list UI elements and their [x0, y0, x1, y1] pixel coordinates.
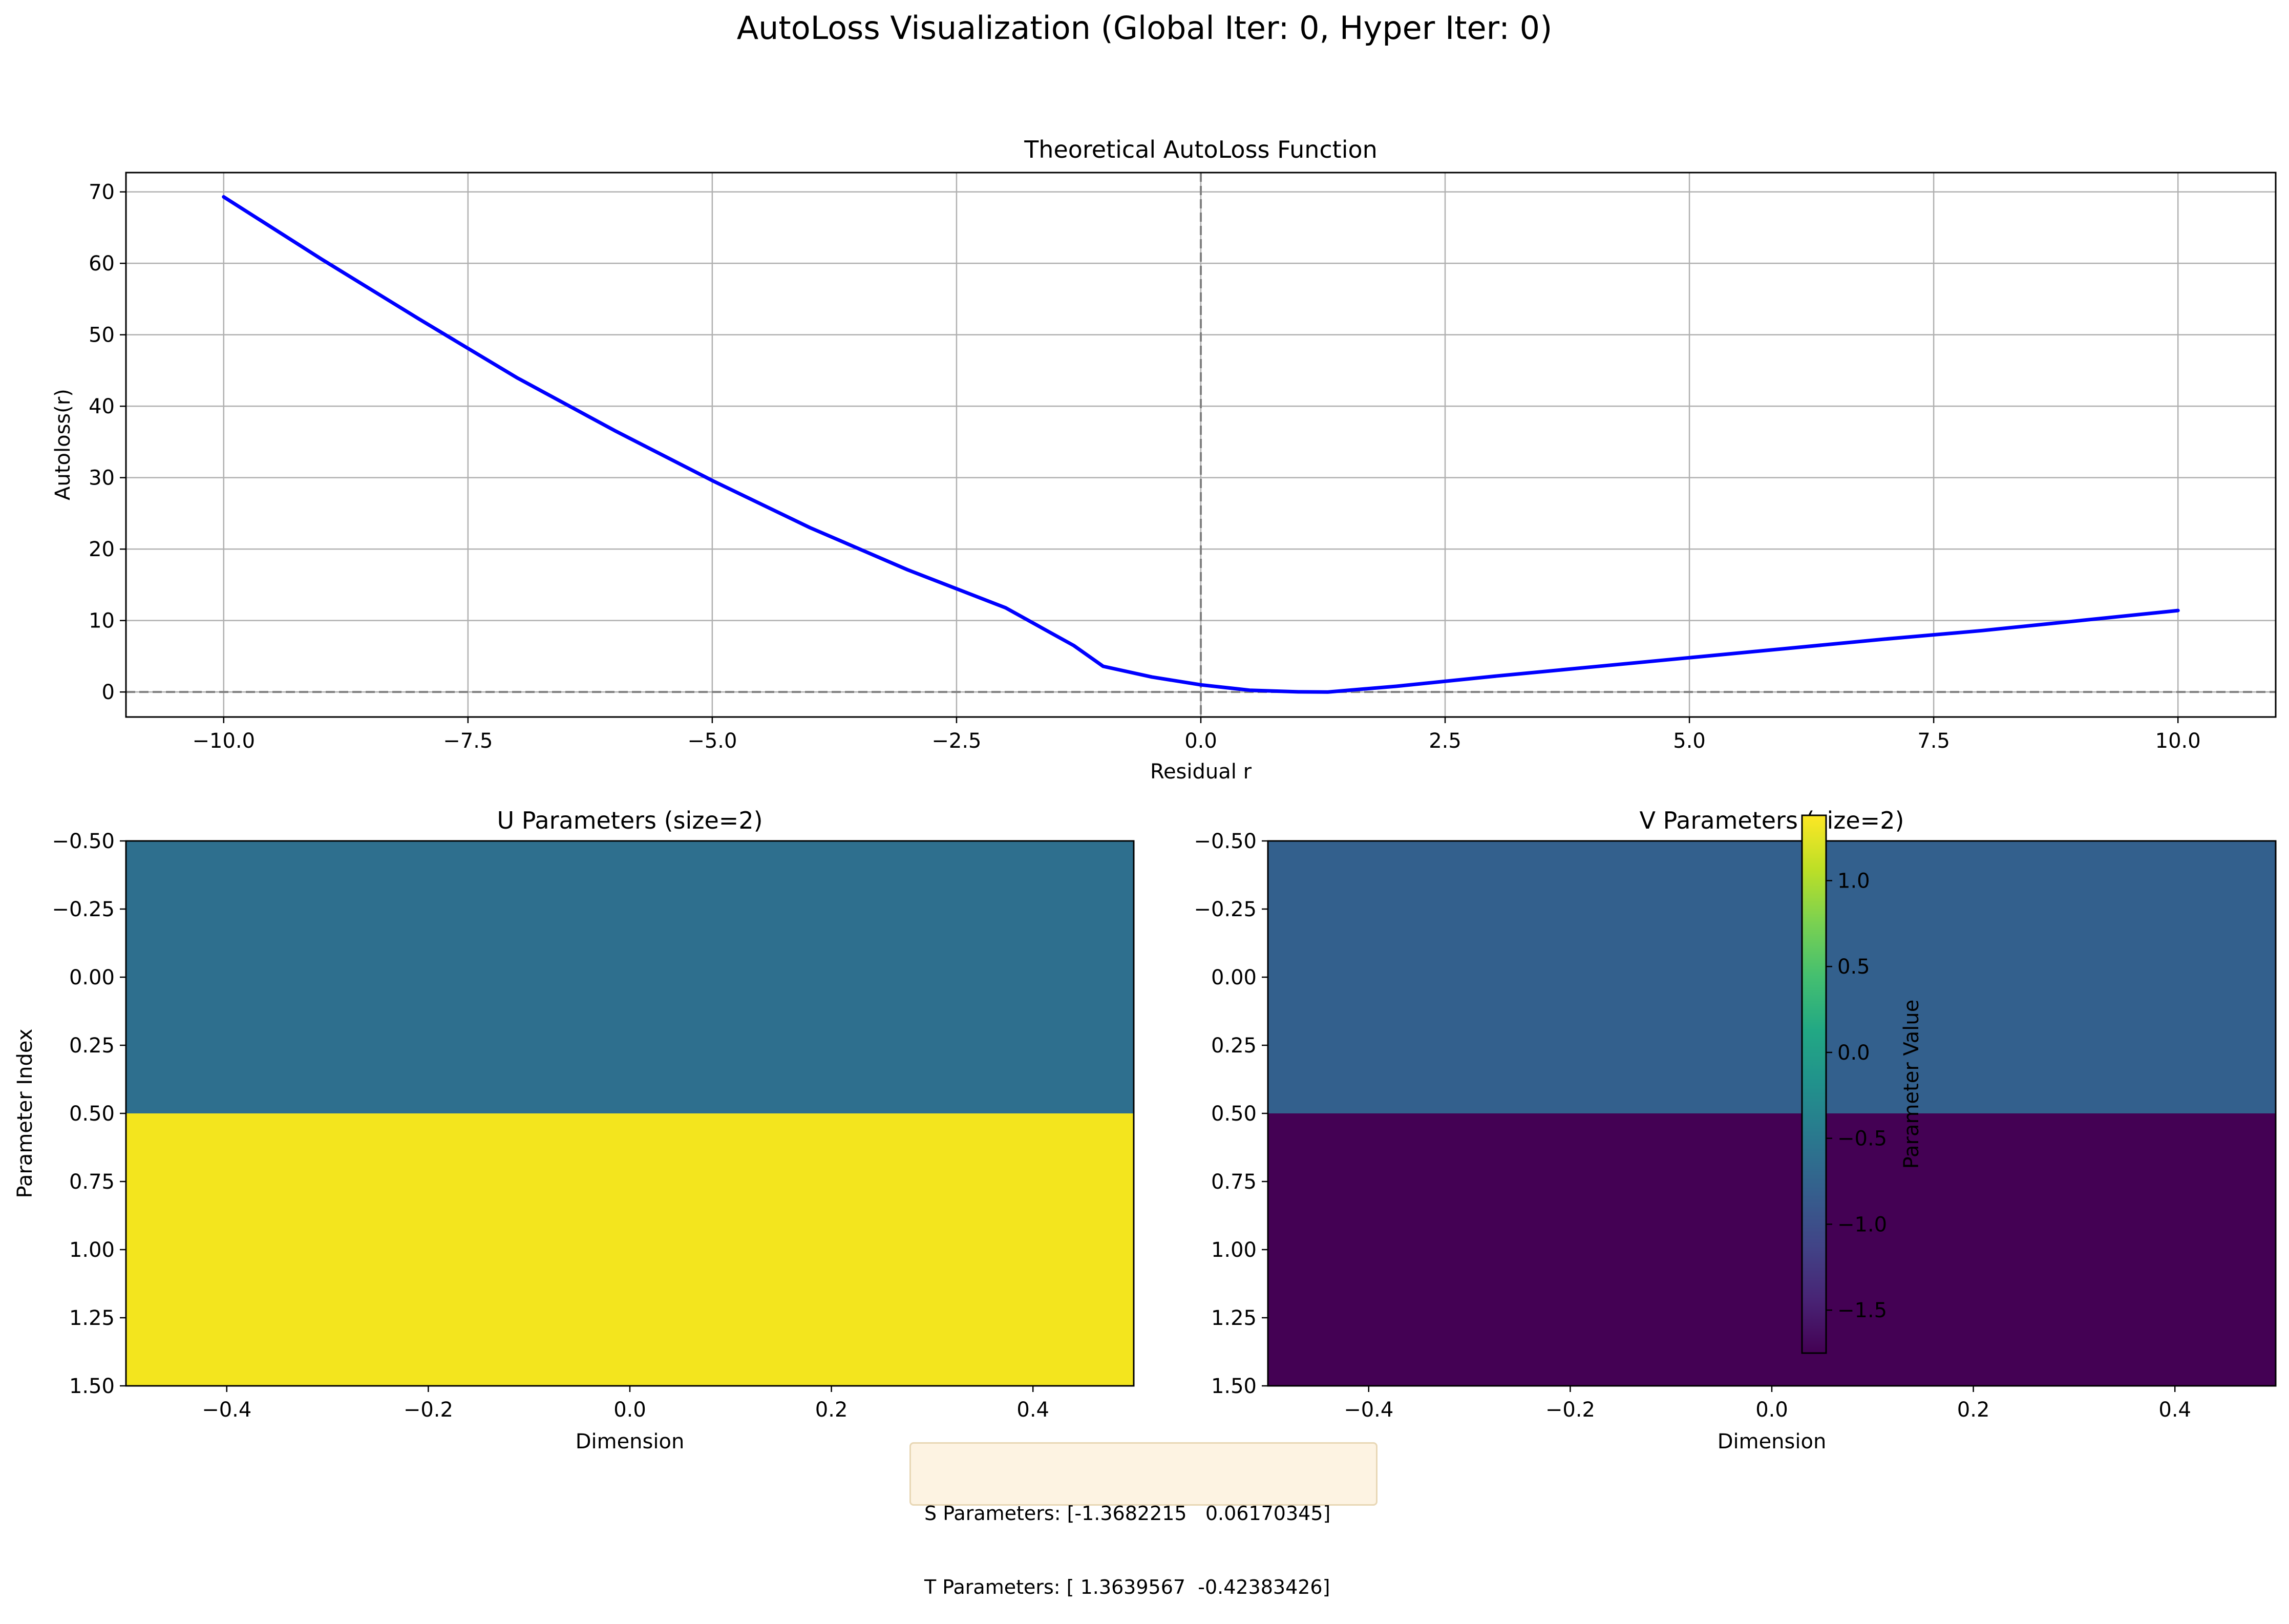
v-heatmap-y-tick-label: −0.50 [1194, 830, 1257, 853]
colorbar-tick-label: −0.5 [1837, 1127, 1887, 1151]
u-heatmap-cell-row-1 [126, 1113, 1134, 1386]
parameters-textbox: S Parameters: [-1.3682215 0.06170345] T … [909, 1442, 1377, 1598]
v-heatmap-cell-row-0 [1268, 841, 2276, 1113]
colorbar-tick-label: 0.5 [1837, 955, 1870, 979]
v-heatmap-y-tick-label: 1.25 [1211, 1306, 1257, 1330]
autoloss-line-chart: −10.0 −7.5 −5.0 −2.5 0.0 2.5 5.0 7.5 10.0 0 10 20 3… [51, 136, 2277, 784]
colorbar-ticks: −1.5 −1.0 −0.5 0.0 0.5 1.0 [1826, 869, 1887, 1322]
line-x-tick-label: 0.0 [1184, 729, 1217, 753]
line-x-tick-label: 7.5 [1917, 729, 1950, 753]
colorbar-tick-label: −1.0 [1837, 1213, 1887, 1236]
u-heatmap-y-tick-label: 1.00 [69, 1238, 115, 1262]
line-x-tick-label: 2.5 [1429, 729, 1461, 753]
v-heatmap-cell-row-1 [1268, 1113, 2276, 1386]
colorbar-tick-label: −1.5 [1837, 1299, 1887, 1322]
line-chart-series [222, 195, 2180, 694]
u-heatmap-title: U Parameters (size=2) [497, 807, 762, 834]
u-heatmap-x-tick-label: −0.4 [202, 1398, 251, 1422]
line-x-tick-label: −7.5 [443, 729, 493, 753]
line-y-tick-label: 20 [89, 538, 115, 561]
line-chart-x-label: Residual r [1150, 760, 1252, 784]
u-heatmap-y-tick-label: −0.50 [52, 830, 115, 853]
line-y-tick-label: 40 [89, 395, 115, 418]
v-heatmap-y-tick-label: 0.50 [1211, 1102, 1257, 1126]
v-heatmap-y-tick-label: 1.00 [1211, 1238, 1257, 1262]
line-x-tick-label: −2.5 [931, 729, 981, 753]
u-heatmap-y-tick-label: 0.25 [69, 1034, 115, 1058]
u-heatmap-x-tick-label: −0.2 [404, 1398, 453, 1422]
line-y-tick-label: 60 [89, 252, 115, 276]
colorbar-label: Parameter Value [1900, 1000, 1923, 1169]
v-heatmap-y-tick-label: 1.50 [1211, 1375, 1257, 1398]
line-x-tick-label: 5.0 [1673, 729, 1706, 753]
line-y-tick-label: 10 [89, 609, 115, 633]
autoloss-curve [222, 195, 2180, 694]
u-heatmap-x-ticks: −0.4 −0.2 0.0 0.2 0.4 [202, 1386, 1049, 1422]
line-y-tick-label: 30 [89, 467, 115, 490]
u-heatmap-y-tick-label: 1.50 [69, 1375, 115, 1398]
v-heatmap-title: V Parameters (size=2) [1640, 807, 1904, 834]
v-heatmap-y-ticks: −0.50 −0.25 0.00 0.25 0.50 0.75 1.00 1.25 1.50 [1194, 830, 1268, 1398]
line-x-tick-label: −5.0 [687, 729, 737, 753]
colorbar-tick-label: 1.0 [1837, 869, 1870, 893]
line-chart-x-ticks: −10.0 −7.5 −5.0 −2.5 0.0 2.5 5.0 7.5 10.0 [193, 717, 2201, 753]
u-heatmap-x-tick-label: 0.0 [613, 1398, 646, 1422]
v-heatmap-y-tick-label: 0.25 [1211, 1034, 1257, 1058]
line-x-tick-label: −10.0 [193, 729, 256, 753]
u-heatmap-y-tick-label: 1.25 [69, 1306, 115, 1330]
figure: AutoLoss Visualization (Global Iter: 0, … [13, 9, 2277, 1453]
line-y-tick-label: 50 [89, 324, 115, 347]
line-chart-y-ticks: 0 10 20 30 40 50 60 70 [89, 181, 126, 704]
line-y-tick-label: 0 [102, 681, 115, 704]
u-heatmap-x-tick-label: 0.4 [1016, 1398, 1049, 1422]
v-heatmap-y-tick-label: 0.75 [1211, 1170, 1257, 1194]
figure-title: AutoLoss Visualization (Global Iter: 0, … [737, 9, 1553, 47]
u-heatmap-y-tick-label: 0.00 [69, 966, 115, 989]
colorbar: −1.5 −1.0 −0.5 0.0 0.5 1.0 Parameter Value [1801, 814, 1923, 1354]
v-heatmap-x-label: Dimension [1718, 1430, 1827, 1453]
u-parameters-heatmap: −0.4 −0.2 0.0 0.2 0.4 −0.50 −0.25 0.00 0.25 0.50… [13, 807, 1135, 1453]
u-heatmap-x-tick-label: 0.2 [815, 1398, 848, 1422]
line-chart-reference-lines [126, 173, 2276, 717]
v-heatmap-x-tick-label: −0.4 [1344, 1398, 1393, 1422]
v-heatmap-y-tick-label: −0.25 [1194, 898, 1257, 921]
v-heatmap-y-tick-label: 0.00 [1211, 966, 1257, 989]
line-x-tick-label: 10.0 [2155, 729, 2201, 753]
u-heatmap-y-ticks: −0.50 −0.25 0.00 0.25 0.50 0.75 1.00 1.25 1.50 [52, 830, 126, 1398]
v-heatmap-x-tick-label: 0.2 [1957, 1398, 1990, 1422]
u-heatmap-y-label: Parameter Index [13, 1029, 37, 1198]
u-heatmap-y-tick-label: 0.50 [69, 1102, 115, 1126]
u-heatmap-cell-row-0 [126, 841, 1134, 1113]
line-y-tick-label: 70 [89, 181, 115, 204]
v-heatmap-x-tick-label: 0.0 [1755, 1398, 1788, 1422]
v-heatmap-x-tick-label: 0.4 [2158, 1398, 2191, 1422]
u-heatmap-cells [126, 841, 1134, 1386]
v-heatmap-x-tick-label: −0.2 [1545, 1398, 1595, 1422]
u-heatmap-y-tick-label: 0.75 [69, 1170, 115, 1194]
v-heatmap-x-ticks: −0.4 −0.2 0.0 0.2 0.4 [1344, 1386, 2191, 1422]
u-heatmap-y-tick-label: −0.25 [52, 898, 115, 921]
line-chart-y-label: Autoloss(r) [51, 389, 75, 500]
u-heatmap-x-label: Dimension [576, 1430, 685, 1453]
colorbar-tick-label: 0.0 [1837, 1041, 1870, 1065]
colorbar-gradient [1801, 814, 1827, 1354]
s-parameters-line: S Parameters: [-1.3682215 0.06170345] [924, 1502, 1331, 1525]
line-chart-title: Theoretical AutoLoss Function [1024, 136, 1377, 163]
t-parameters-line: T Parameters: [ 1.3639567 -0.42383426] [924, 1576, 1330, 1598]
v-heatmap-cells [1268, 841, 2276, 1386]
v-parameters-heatmap: −0.4 −0.2 0.0 0.2 0.4 −0.50−0.250.000.250.50… [1194, 807, 2277, 1453]
